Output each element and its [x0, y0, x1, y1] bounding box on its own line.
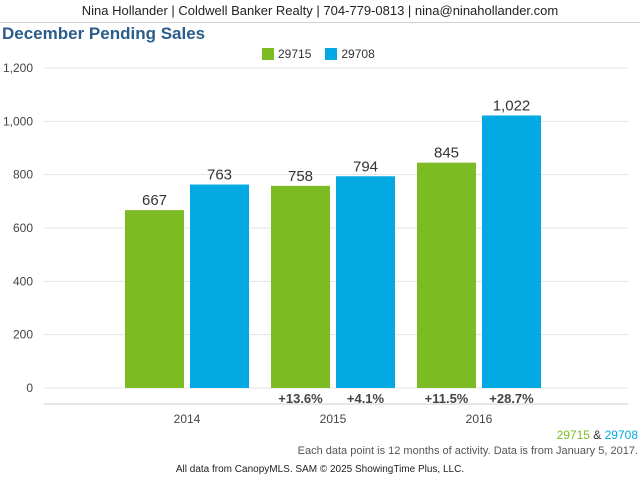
data-label: 1,022 — [493, 97, 531, 114]
change-label: +28.7% — [489, 391, 534, 406]
footer-zips: 29715 & 29708 — [557, 428, 638, 442]
data-label: 763 — [207, 167, 232, 184]
header-contact: Nina Hollander | Coldwell Banker Realty … — [0, 0, 640, 23]
legend-label-29708: 29708 — [341, 47, 375, 61]
y-tick-label: 600 — [13, 221, 33, 235]
data-label: 845 — [434, 145, 459, 162]
y-tick-label: 0 — [26, 381, 33, 395]
bar-chart: 0 200 400 600 800 1,000 1,200 667 763 2014 758 +13.… — [3, 61, 628, 426]
footer-amp: & — [589, 428, 605, 442]
y-tick-label: 200 — [13, 328, 33, 342]
data-source: All data from CanopyMLS. SAM © 2025 Show… — [175, 464, 465, 475]
x-tick-label: 2016 — [466, 412, 493, 426]
legend-swatch-29715 — [262, 48, 274, 60]
footer-zip-29715: 29715 — [556, 428, 590, 442]
footer-zip-29708: 29708 — [604, 428, 638, 442]
data-label: 794 — [353, 158, 378, 175]
bar-29708-2016 — [482, 115, 541, 388]
bar-29708-2015 — [336, 176, 395, 388]
x-tick-label: 2015 — [320, 412, 347, 426]
data-label: 758 — [288, 168, 313, 185]
chart-title: December Pending Sales — [2, 24, 206, 43]
x-tick-label: 2014 — [174, 412, 201, 426]
bar-29715-2014 — [125, 210, 184, 388]
bar-29715-2015 — [271, 185, 330, 388]
legend-label-29715: 29715 — [278, 47, 312, 61]
legend-swatch-29708 — [325, 48, 338, 60]
y-tick-label: 1,000 — [3, 114, 33, 128]
y-tick-label: 400 — [13, 274, 33, 288]
y-tick-label: 1,200 — [3, 61, 33, 75]
y-tick-label: 800 — [13, 168, 33, 182]
bar-29715-2016 — [417, 162, 476, 388]
legend-item-29715[interactable]: 29715 — [262, 47, 311, 61]
chart-legend: 29715 29708 — [262, 46, 389, 62]
bar-29708-2014 — [190, 184, 249, 388]
data-label: 667 — [142, 192, 167, 209]
data-note: Each data point is 12 months of activity… — [297, 445, 638, 457]
legend-item-29708[interactable]: 29708 — [325, 47, 375, 61]
change-label: +4.1% — [347, 391, 385, 406]
change-label: +13.6% — [278, 391, 323, 406]
change-label: +11.5% — [425, 391, 469, 406]
